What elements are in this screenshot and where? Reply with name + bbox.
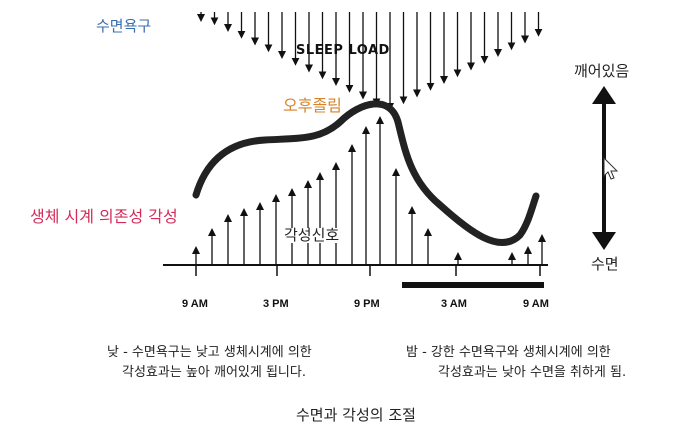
- alert-signal-arrows: [192, 116, 546, 264]
- night-bar: [402, 282, 544, 288]
- sleep-load-label: SLEEP LOAD: [296, 43, 390, 58]
- circadian-arousal-label: 생체 시계 의존성 각성: [30, 207, 178, 226]
- sleep-label: 수면: [591, 255, 619, 273]
- sleep-drive-label: 수면욕구: [96, 17, 152, 35]
- awake-label: 깨어있음: [574, 62, 630, 80]
- tick-label: 3 PM: [263, 298, 289, 310]
- night-caption-line1: 밤 - 강한 수면욕구와 생체시계에 의한: [406, 345, 611, 360]
- circadian-curve: [192, 100, 540, 247]
- axis-ticks: [195, 265, 541, 276]
- tick-label: 3 AM: [441, 298, 467, 310]
- day-caption-line1: 낮 - 수면욕구는 낮고 생체시계에 의한: [107, 345, 312, 360]
- sleep-load-arrows: [197, 12, 543, 111]
- night-caption-line2: 각성효과는 낮아 수면을 취하게 됨.: [438, 365, 627, 380]
- afternoon-dip-label: 오후졸림: [283, 96, 342, 115]
- day-caption-line2: 각성효과는 높아 깨어있게 됩니다.: [122, 365, 306, 380]
- tick-label: 9 PM: [354, 298, 380, 310]
- tick-label: 9 AM: [523, 298, 549, 310]
- tick-label: 9 AM: [182, 298, 208, 310]
- alert-signal-label: 각성신호: [282, 226, 342, 244]
- diagram-title: 수면과 각성의 조절: [296, 406, 416, 424]
- cursor-icon: [603, 156, 619, 180]
